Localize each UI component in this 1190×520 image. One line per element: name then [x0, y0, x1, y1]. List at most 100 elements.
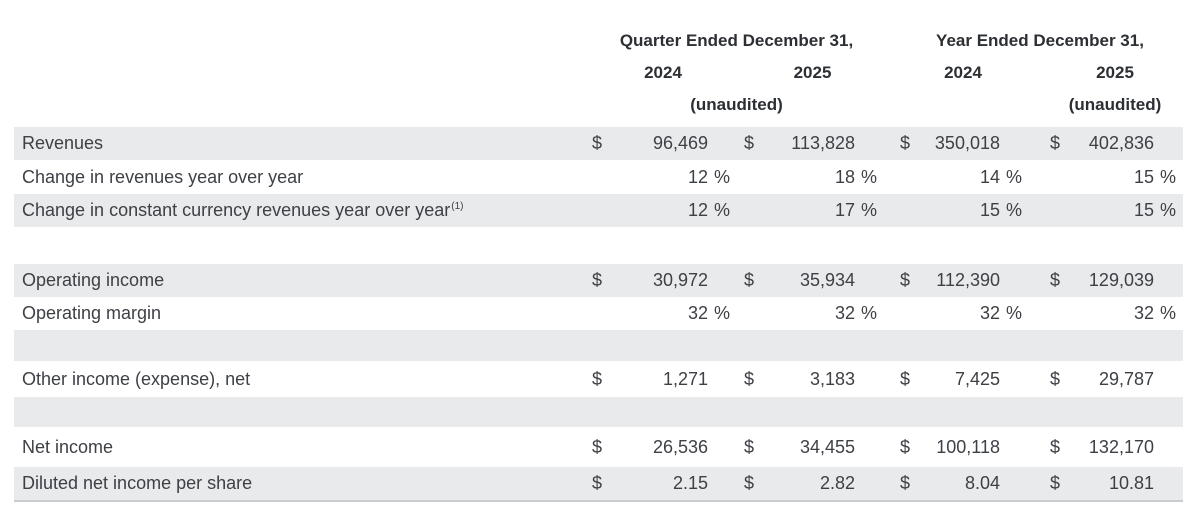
value-cell: $100,118	[896, 427, 1030, 467]
cell-value: 29,787	[1098, 369, 1154, 389]
percent-symbol	[1000, 264, 1030, 297]
cell-value: 14	[979, 167, 1000, 187]
row-label-text: Diluted net income per share	[22, 473, 253, 493]
quarter-unaudited-label: (unaudited)	[690, 95, 783, 114]
percent-symbol	[708, 467, 738, 500]
row-label-text: Other income (expense), net	[22, 369, 251, 389]
currency-symbol	[740, 194, 760, 227]
value-cell: 32%	[588, 297, 738, 330]
currency-symbol: $	[592, 270, 603, 290]
value-cell: $29,787	[1046, 361, 1184, 397]
value-cell: $350,018	[896, 127, 1030, 160]
value-cell: 14%	[896, 160, 1030, 194]
value-cell: $30,972	[588, 264, 738, 297]
currency-symbol: $	[592, 473, 603, 493]
value-cell: 17%	[740, 194, 885, 227]
cell-value: 7,425	[954, 369, 1000, 389]
row-label-text: Operating income	[22, 270, 165, 290]
currency-symbol: $	[900, 437, 911, 457]
value-cell: $2.82	[740, 467, 885, 500]
value-cell: $34,455	[740, 427, 885, 467]
cell-value: 15	[979, 200, 1000, 220]
cell-value: 350,018	[934, 133, 1000, 153]
cell-value: 129,039	[1088, 270, 1154, 290]
value-cell: $2.15	[588, 467, 738, 500]
currency-symbol: $	[744, 369, 755, 389]
percent-symbol	[1000, 467, 1030, 500]
percent-symbol: %	[861, 200, 878, 220]
percent-symbol	[708, 127, 738, 160]
cell-value: 1,271	[662, 369, 708, 389]
cell-value: 17	[834, 200, 855, 220]
spacer-row	[14, 397, 1183, 427]
cell-value: 113,828	[791, 133, 855, 153]
percent-symbol	[855, 467, 885, 500]
quarter-group-header: Quarter Ended December 31,	[619, 31, 854, 50]
table-row: Other income (expense), net $1,271 $3,183 $…	[14, 361, 1183, 397]
value-cell: 32%	[896, 297, 1030, 330]
row-label: Change in constant currency revenues yea…	[22, 194, 463, 227]
currency-symbol: $	[1050, 473, 1061, 493]
footnote-marker: (1)	[451, 201, 464, 212]
row-label: Diluted net income per share	[22, 467, 252, 500]
percent-symbol	[1154, 127, 1184, 160]
row-label-text: Change in revenues year over year	[22, 167, 304, 187]
currency-symbol: $	[592, 437, 603, 457]
cell-value: 112,390	[936, 270, 1000, 290]
year-2025-column-header: 2025	[1096, 63, 1134, 82]
cell-value: 100,118	[936, 437, 1000, 457]
cell-value: 132,170	[1088, 437, 1154, 457]
percent-symbol: %	[861, 167, 878, 187]
value-cell: $402,836	[1046, 127, 1184, 160]
year-unaudited-label: (unaudited)	[1068, 95, 1162, 114]
currency-symbol	[588, 194, 608, 227]
table-row: Revenues $96,469 $113,828 $350,018 $402,836	[14, 127, 1183, 160]
percent-symbol	[1154, 264, 1184, 297]
value-cell: $10.81	[1046, 467, 1184, 500]
value-cell: 32%	[1046, 297, 1184, 330]
cell-value: 10.81	[1108, 473, 1154, 493]
percent-symbol	[708, 361, 738, 397]
row-label-text: Operating margin	[22, 303, 162, 323]
currency-symbol: $	[592, 133, 603, 153]
row-label: Operating margin	[22, 297, 161, 330]
percent-symbol: %	[1006, 167, 1023, 187]
value-cell: $3,183	[740, 361, 885, 397]
row-label-text: Revenues	[22, 133, 104, 153]
currency-symbol	[1046, 297, 1066, 330]
cell-value: 32	[979, 303, 1000, 323]
value-cell: 15%	[896, 194, 1030, 227]
cell-value: 15	[1133, 200, 1154, 220]
currency-symbol	[740, 297, 760, 330]
cell-value: 3,183	[809, 369, 855, 389]
percent-symbol	[1000, 427, 1030, 467]
currency-symbol	[896, 194, 916, 227]
table-row: Diluted net income per share $2.15 $2.82 $8…	[14, 467, 1183, 500]
cell-value: 32	[687, 303, 708, 323]
percent-symbol: %	[861, 303, 878, 323]
percent-symbol: %	[1006, 200, 1023, 220]
value-cell: $112,390	[896, 264, 1030, 297]
currency-symbol	[588, 160, 608, 194]
currency-symbol: $	[592, 369, 603, 389]
percent-symbol	[1154, 467, 1184, 500]
row-label: Change in revenues year over year	[22, 160, 303, 194]
row-label-text: Change in constant currency revenues yea…	[22, 200, 451, 220]
value-cell: 15%	[1046, 160, 1184, 194]
percent-symbol	[1154, 427, 1184, 467]
spacer-row	[14, 330, 1183, 361]
spacer-row	[14, 227, 1183, 264]
currency-symbol: $	[744, 473, 755, 493]
percent-symbol: %	[1006, 303, 1023, 323]
percent-symbol	[855, 264, 885, 297]
table-row: Change in constant currency revenues yea…	[14, 194, 1183, 227]
value-cell: $96,469	[588, 127, 738, 160]
currency-symbol: $	[1050, 437, 1061, 457]
value-cell: 15%	[1046, 194, 1184, 227]
row-label: Net income	[22, 427, 113, 467]
quarter-2025-column-header: 2025	[793, 63, 832, 82]
year-2024-column-header: 2024	[944, 63, 982, 82]
value-cell: $129,039	[1046, 264, 1184, 297]
row-label-text: Net income	[22, 437, 114, 457]
currency-symbol: $	[1050, 133, 1061, 153]
